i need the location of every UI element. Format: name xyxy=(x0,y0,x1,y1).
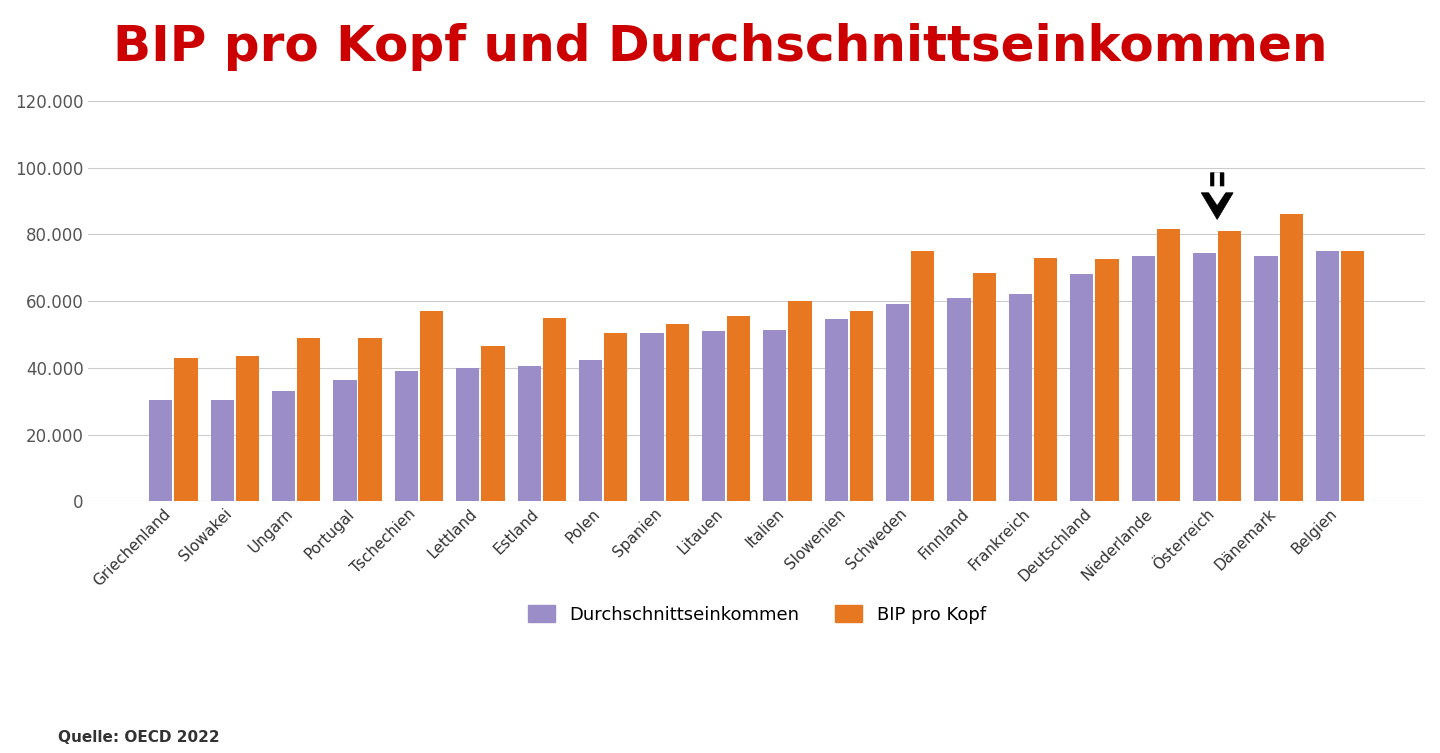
Bar xyxy=(1070,275,1093,501)
Bar xyxy=(948,298,971,501)
Bar xyxy=(359,338,382,501)
Bar xyxy=(272,392,295,501)
Bar xyxy=(174,358,197,501)
Bar xyxy=(825,319,848,501)
Text: BIP pro Kopf und Durchschnittseinkommen: BIP pro Kopf und Durchschnittseinkommen xyxy=(112,23,1328,71)
Bar xyxy=(579,359,602,501)
Bar xyxy=(1132,256,1155,501)
Polygon shape xyxy=(1205,172,1228,205)
Text: Quelle: OECD 2022: Quelle: OECD 2022 xyxy=(58,730,219,745)
Bar xyxy=(1341,252,1364,501)
Bar xyxy=(456,368,480,501)
Bar xyxy=(763,330,786,501)
Bar xyxy=(481,346,504,501)
Bar xyxy=(641,333,664,501)
Bar xyxy=(972,273,996,501)
Bar xyxy=(605,333,628,501)
Bar xyxy=(517,366,541,501)
Bar xyxy=(1254,256,1277,501)
Bar xyxy=(236,356,259,501)
Bar xyxy=(1009,294,1032,501)
Polygon shape xyxy=(1201,172,1233,219)
Bar xyxy=(701,331,726,501)
Bar xyxy=(1192,253,1217,501)
Bar xyxy=(1034,258,1057,501)
Bar xyxy=(543,318,566,501)
Bar xyxy=(912,252,935,501)
Bar xyxy=(788,301,812,501)
Bar xyxy=(210,400,233,501)
Bar xyxy=(333,380,357,501)
Bar xyxy=(727,316,750,501)
Bar xyxy=(665,325,688,501)
Bar xyxy=(395,371,418,501)
Bar xyxy=(1096,260,1119,501)
Bar xyxy=(1156,230,1179,501)
Bar xyxy=(420,311,444,501)
Bar xyxy=(850,311,873,501)
Bar xyxy=(886,304,909,501)
Bar xyxy=(1218,231,1241,501)
Legend: Durchschnittseinkommen, BIP pro Kopf: Durchschnittseinkommen, BIP pro Kopf xyxy=(520,598,994,631)
Bar xyxy=(1316,252,1339,501)
Bar xyxy=(297,338,321,501)
Bar xyxy=(150,400,173,501)
Bar xyxy=(1280,215,1303,501)
